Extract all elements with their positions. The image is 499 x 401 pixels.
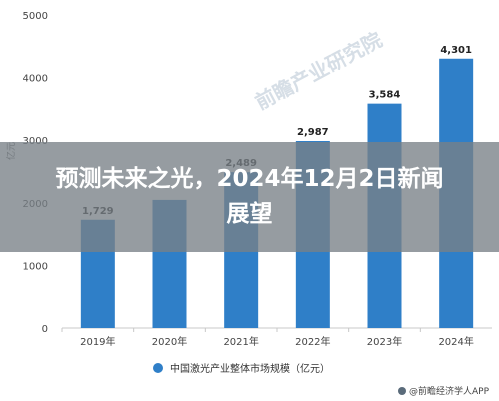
headline-title: 预测未来之光，2024年12月2日新闻展望 [55, 166, 444, 227]
y-tick-label: 0 [42, 324, 48, 335]
bar-value-label: 4,301 [440, 45, 472, 56]
source-logo-icon [398, 387, 406, 395]
x-tick-label: 2023年 [367, 335, 402, 348]
legend-label: 中国激光产业整体市场规模（亿元） [170, 362, 330, 375]
y-tick-label: 4000 [23, 74, 48, 85]
x-tick-label: 2022年 [295, 335, 330, 348]
y-tick-label: 3000 [23, 136, 48, 147]
source-text: @前瞻经济学人APP [409, 385, 490, 397]
bar-value-label: 3,584 [369, 90, 401, 101]
x-axis-ticks: 2019年 2020年 2021年 2022年 2023年 2024年 [61, 328, 474, 348]
bar-value-label: 2,987 [297, 127, 329, 138]
y-tick-label: 5000 [23, 11, 48, 22]
x-tick-label: 2020年 [152, 335, 187, 348]
y-tick-label: 1000 [23, 261, 48, 272]
legend-marker [153, 363, 163, 373]
headline-banner: 预测未来之光，2024年12月2日新闻展望 [0, 142, 499, 252]
x-tick-label: 2021年 [223, 335, 258, 348]
legend: 中国激光产业整体市场规模（亿元） [153, 362, 330, 375]
watermark: 前瞻产业研究院 [251, 27, 386, 114]
x-tick-label: 2024年 [438, 335, 473, 348]
x-tick-label: 2019年 [80, 335, 115, 348]
source-credit: @前瞻经济学人APP [398, 385, 490, 397]
